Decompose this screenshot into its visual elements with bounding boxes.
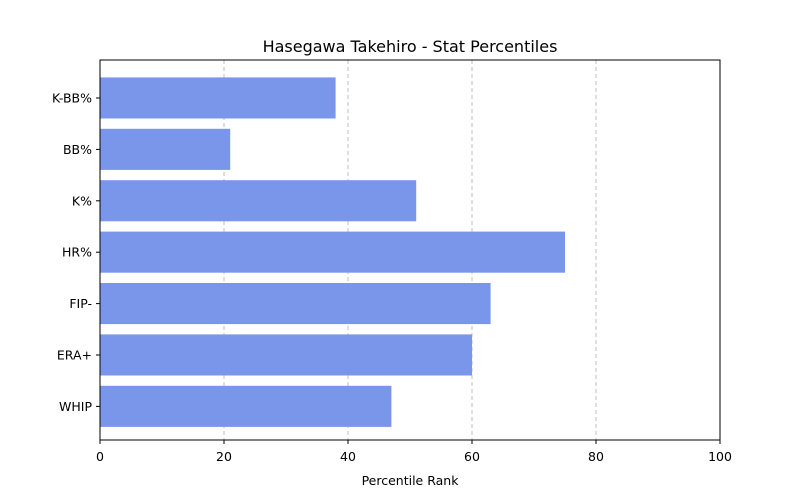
y-axis-ticks: K-BB% BB% K% HR% FIP- ERA+ WHIP <box>52 91 100 414</box>
bars <box>100 77 565 427</box>
x-tick-label: 20 <box>216 449 232 464</box>
x-tick-label: 100 <box>708 449 732 464</box>
y-tick-label: WHIP <box>59 399 92 414</box>
x-axis-label: Percentile Rank <box>362 473 460 488</box>
bar-k- <box>100 180 417 222</box>
y-tick-label: ERA+ <box>57 348 92 363</box>
bar-hr- <box>100 231 565 273</box>
chart-title: Hasegawa Takehiro - Stat Percentiles <box>263 37 558 56</box>
bar-fip- <box>100 283 491 325</box>
x-tick-label: 0 <box>96 449 104 464</box>
bar-era- <box>100 334 472 376</box>
plot-area-frame <box>99 59 721 441</box>
y-tick-label: K% <box>72 193 92 208</box>
x-tick-label: 60 <box>464 449 480 464</box>
x-axis-ticks: 0 20 40 60 80 100 <box>96 440 732 464</box>
x-tick-label: 40 <box>340 449 356 464</box>
y-tick-label: K-BB% <box>52 91 92 106</box>
x-tick-label: 80 <box>588 449 604 464</box>
y-tick-label: BB% <box>63 142 92 157</box>
bar-k-bb- <box>100 77 336 119</box>
bar-whip <box>100 385 392 427</box>
y-tick-label: FIP- <box>69 296 92 311</box>
y-tick-label: HR% <box>62 245 92 260</box>
bar-bb- <box>100 128 231 170</box>
